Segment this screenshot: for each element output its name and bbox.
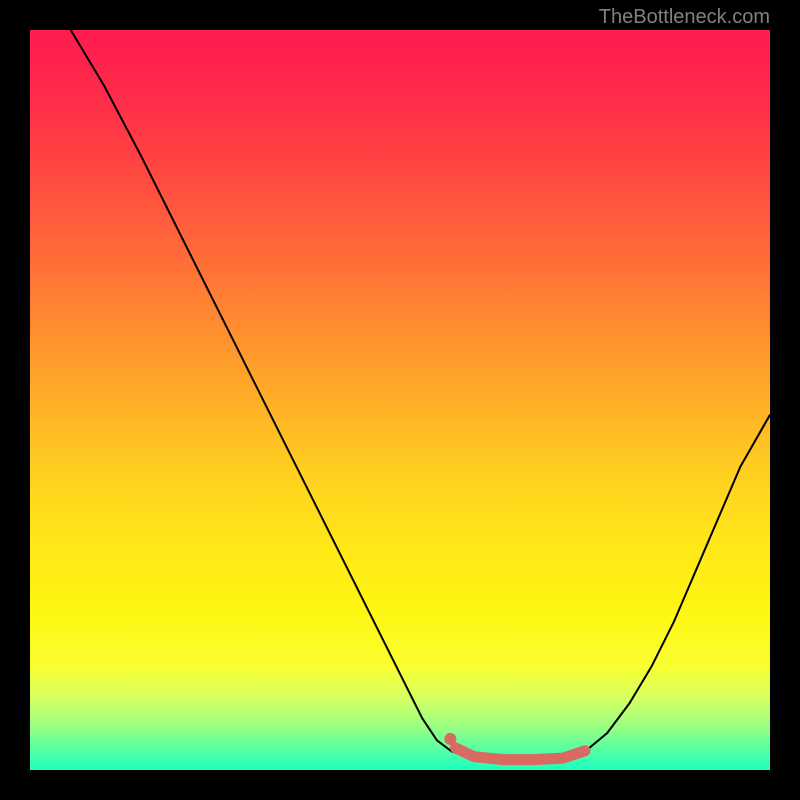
chart-container: TheBottleneck.com <box>0 0 800 800</box>
attribution-label: TheBottleneck.com <box>599 6 770 29</box>
gradient-background <box>30 30 770 770</box>
highlight-start-dot <box>444 733 456 745</box>
bottleneck-curve-chart <box>30 30 770 770</box>
plot-area <box>30 30 770 770</box>
